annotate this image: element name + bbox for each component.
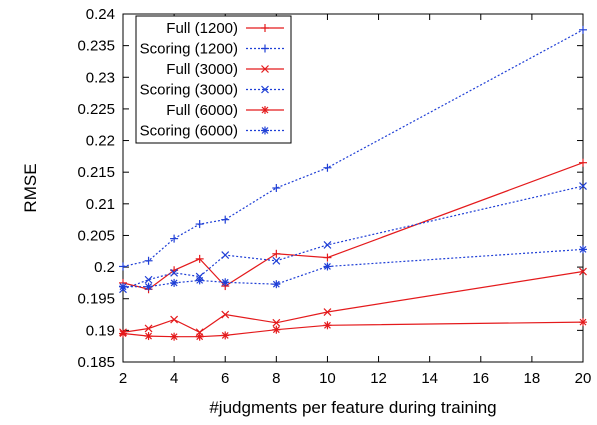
- data-point: [170, 234, 179, 243]
- data-point: [323, 308, 332, 316]
- legend-item: Scoring (6000): [140, 123, 284, 140]
- series-6: [119, 245, 587, 291]
- legend-box: [135, 15, 292, 144]
- x-tick-label: 10: [319, 370, 336, 387]
- y-tick-label: 0.23: [86, 69, 115, 86]
- legend-item: Scoring (3000): [140, 82, 284, 99]
- legend-label: Scoring (3000): [140, 82, 238, 99]
- data-point: [119, 282, 127, 291]
- y-tick-label: 0.205: [77, 227, 115, 244]
- data-point: [272, 256, 281, 265]
- legend-label: Full (3000): [166, 61, 238, 78]
- data-point: [323, 321, 332, 330]
- data-point: [579, 267, 587, 276]
- data-point: [323, 253, 332, 262]
- series-line: [122, 270, 584, 333]
- x-tick-label: 20: [575, 370, 592, 387]
- y-tick-label: 0.24: [86, 6, 115, 23]
- legend-item: Full (3000): [166, 61, 284, 78]
- legend-label: Scoring (6000): [140, 123, 238, 140]
- y-tick-label: 0.22: [86, 133, 115, 150]
- data-point: [579, 25, 587, 34]
- y-tick-label: 0.195: [77, 291, 115, 308]
- data-point: [170, 268, 179, 277]
- data-point: [170, 332, 179, 341]
- data-point: [170, 278, 179, 287]
- data-point: [579, 245, 587, 254]
- data-point: [272, 280, 281, 289]
- data-point: [144, 282, 153, 291]
- x-axis: 2 4 6 8 10 12 14 16 18 20: [119, 14, 592, 387]
- legend-item: Scoring (1200): [140, 41, 284, 58]
- y-tick-label: 0.215: [77, 164, 115, 181]
- data-point: [221, 278, 230, 287]
- data-point: [261, 106, 269, 114]
- legend-item: Full (1200): [166, 20, 284, 37]
- data-point: [195, 254, 204, 263]
- y-axis: 0.185 0.19 0.195 0.2 0.205 0.21 0.215 0.22 0.225…: [77, 6, 583, 371]
- series-line: [122, 321, 584, 338]
- data-point: [170, 315, 179, 324]
- data-point: [221, 215, 230, 224]
- y-tick-label: 0.185: [77, 354, 115, 371]
- series-3: [119, 267, 587, 337]
- legend-label: Full (6000): [166, 102, 238, 119]
- data-point: [261, 24, 269, 32]
- legend-label: Full (1200): [166, 20, 238, 37]
- y-axis-label: RMSE: [21, 163, 40, 212]
- data-point: [323, 163, 332, 172]
- x-tick-label: 14: [421, 370, 438, 387]
- y-tick-label: 0.2: [94, 259, 115, 276]
- y-tick-label: 0.235: [77, 38, 115, 55]
- data-point: [323, 262, 332, 271]
- x-tick-label: 8: [272, 370, 280, 387]
- legend-label: Scoring (1200): [140, 41, 238, 58]
- data-point: [261, 126, 269, 135]
- legend-item: Full (6000): [166, 102, 284, 119]
- x-axis-label: #judgments per feature during training: [209, 398, 496, 417]
- legend: Full (1200) Scoring (1200) Full (3000) Scor…: [135, 15, 292, 144]
- x-tick-label: 16: [472, 370, 489, 387]
- x-tick-label: 18: [524, 370, 541, 387]
- y-tick-label: 0.21: [86, 196, 115, 213]
- data-point: [272, 325, 281, 334]
- x-tick-label: 12: [370, 370, 387, 387]
- series-line: [122, 185, 584, 290]
- data-point: [323, 241, 332, 249]
- y-tick-label: 0.225: [77, 101, 115, 118]
- x-tick-label: 4: [170, 370, 178, 387]
- series-line: [123, 248, 584, 288]
- data-point: [119, 329, 127, 338]
- data-point: [272, 318, 281, 327]
- data-point: [144, 275, 153, 284]
- data-point: [144, 324, 153, 333]
- data-point: [144, 256, 153, 265]
- data-point: [144, 332, 153, 341]
- data-point: [272, 184, 281, 192]
- data-point: [221, 331, 230, 340]
- data-point: [272, 249, 281, 258]
- data-point: [579, 182, 587, 191]
- data-point: [195, 220, 204, 229]
- x-tick-label: 6: [221, 370, 229, 387]
- data-point: [221, 310, 230, 319]
- series-2: [119, 25, 587, 271]
- series-5: [119, 318, 587, 341]
- x-tick-label: 2: [119, 370, 127, 387]
- data-point: [195, 276, 204, 285]
- data-point: [119, 262, 127, 271]
- data-point: [261, 65, 269, 73]
- series-line: [122, 29, 584, 268]
- y-tick-label: 0.19: [86, 322, 115, 339]
- data-point: [579, 318, 587, 327]
- data-point: [579, 158, 587, 167]
- data-point: [221, 251, 230, 259]
- series-layer: [119, 25, 587, 341]
- data-point: [261, 44, 269, 53]
- data-point: [261, 85, 269, 94]
- data-point: [195, 332, 204, 341]
